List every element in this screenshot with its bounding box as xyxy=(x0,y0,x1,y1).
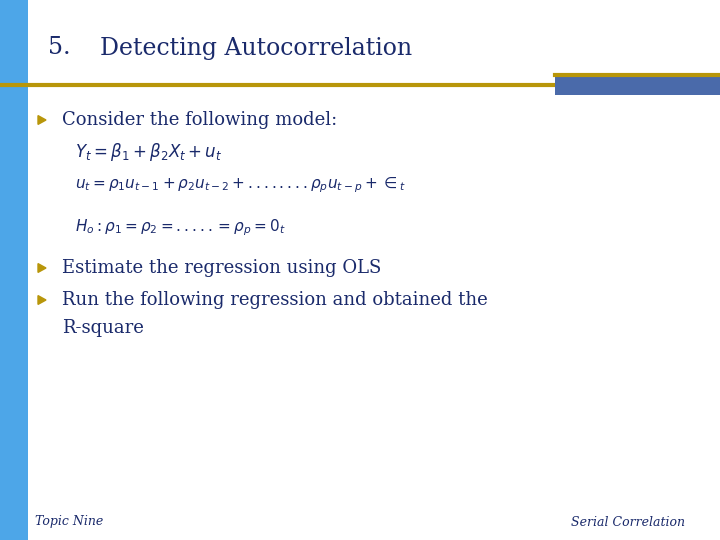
Text: Estimate the regression using OLS: Estimate the regression using OLS xyxy=(62,259,382,277)
Text: $H_o : \rho_1 = \rho_2 = ..... = \rho_p = 0_t$: $H_o : \rho_1 = \rho_2 = ..... = \rho_p … xyxy=(75,218,286,238)
Bar xyxy=(0,0,28,540)
Polygon shape xyxy=(38,295,46,305)
Bar xyxy=(555,73,720,95)
Text: 5.: 5. xyxy=(48,37,71,59)
Text: $Y_t = \beta_1 + \beta_2 X_t + u_t$: $Y_t = \beta_1 + \beta_2 X_t + u_t$ xyxy=(75,141,222,163)
Text: $u_t = \rho_1 u_{t-1} + \rho_2 u_{t-2} + ........\rho_p u_{t-p} + \in_t$: $u_t = \rho_1 u_{t-1} + \rho_2 u_{t-2} +… xyxy=(75,175,406,195)
Polygon shape xyxy=(38,264,46,272)
Text: R-square: R-square xyxy=(62,319,144,337)
Text: Run the following regression and obtained the: Run the following regression and obtaine… xyxy=(62,291,487,309)
Text: Topic Nine: Topic Nine xyxy=(35,516,103,529)
Text: Serial Correlation: Serial Correlation xyxy=(571,516,685,529)
Text: Detecting Autocorrelation: Detecting Autocorrelation xyxy=(100,37,412,59)
Polygon shape xyxy=(38,116,46,124)
Text: Consider the following model:: Consider the following model: xyxy=(62,111,337,129)
